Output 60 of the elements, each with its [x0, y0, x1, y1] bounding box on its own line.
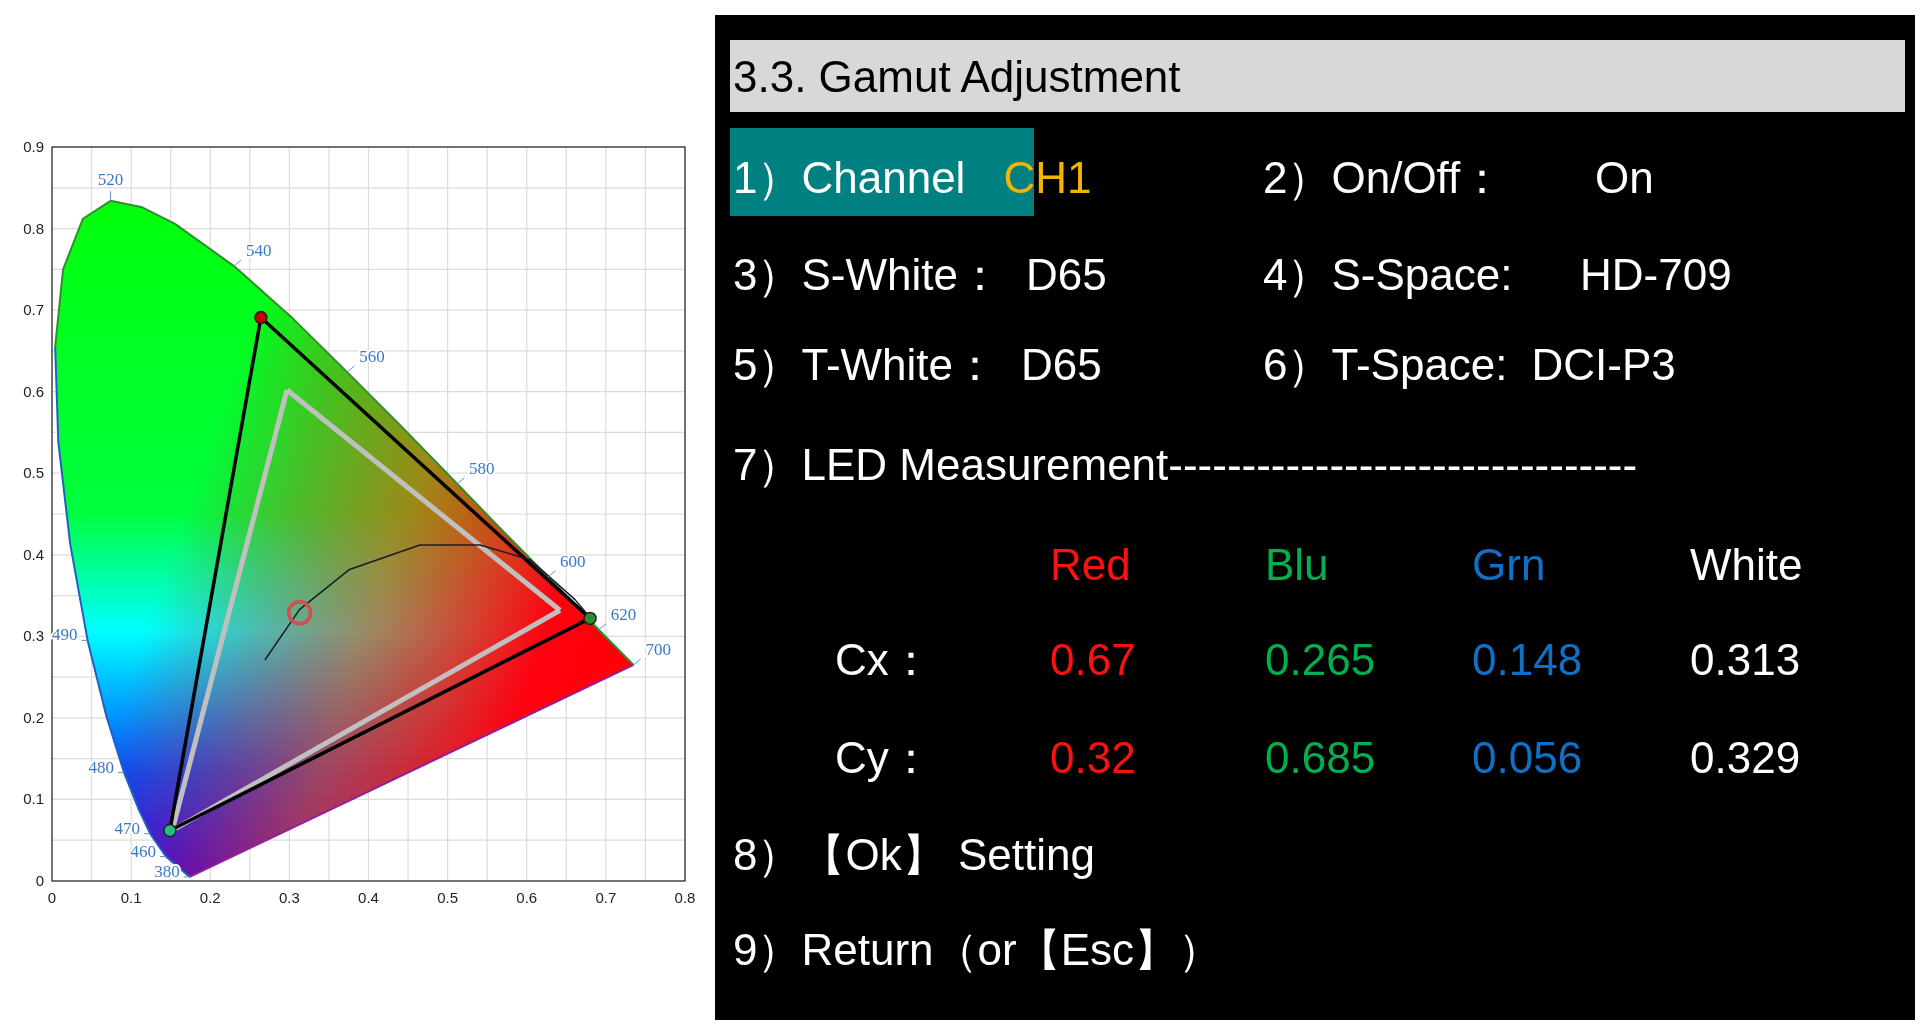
data-label: 0.67 — [1050, 635, 1136, 684]
text: 3.3. Gamut Adjustment — [733, 52, 1181, 101]
text: D65 — [1021, 340, 1102, 389]
text: DCI-P3 — [1531, 340, 1676, 389]
text: 7）LED Measurement-------------------------------- — [733, 440, 1638, 489]
category-label: White — [1690, 540, 1803, 589]
y-tick-label: 0.3 — [23, 627, 44, 645]
annotation: 700 — [645, 639, 672, 659]
y-tick-label: 0.2 — [23, 708, 44, 726]
text: 3）S-White： — [733, 250, 1002, 299]
annotation: 520 — [97, 169, 124, 189]
text: 2）On/Off： — [1263, 153, 1505, 202]
x-tick-label: 0.2 — [199, 889, 221, 906]
text: D65 — [1025, 250, 1107, 299]
text: Cy： — [835, 733, 933, 782]
category-label: Red — [1050, 540, 1131, 589]
y-tick-label: 0.1 — [23, 790, 44, 808]
x-tick-label: 0.6 — [516, 889, 538, 906]
text: 8）【Ok】 Setting — [733, 830, 1095, 879]
y-tick-label: 0.8 — [23, 219, 44, 237]
annotation: 460 — [130, 841, 156, 861]
annotation: 380 — [154, 861, 180, 881]
text: 4）S-Space: — [1263, 250, 1513, 299]
annotation: 470 — [114, 818, 141, 838]
text: 1）Channel — [733, 153, 966, 202]
annotation: 620 — [610, 604, 637, 624]
text: 6）T-Space: — [1263, 340, 1508, 389]
y-tick-label: 0.4 — [23, 545, 44, 563]
annotation: 480 — [88, 757, 114, 777]
x-tick-label: 0 — [47, 889, 57, 906]
data-label: 0.265 — [1265, 635, 1376, 684]
annotation: 580 — [469, 458, 495, 478]
text: Cx： — [835, 635, 933, 684]
annotation: 540 — [245, 241, 272, 261]
data-label: 0.056 — [1472, 733, 1583, 782]
x-tick-label: 0.7 — [595, 889, 617, 906]
text: 5）T-White： — [733, 340, 998, 389]
x-tick-label: 0.8 — [674, 889, 696, 906]
y-tick-label: 0 — [35, 872, 44, 889]
y-tick-label: 0.5 — [23, 464, 44, 482]
x-tick-label: 0.5 — [437, 889, 459, 906]
category-label: Grn — [1472, 540, 1546, 589]
data-label: 0.313 — [1690, 635, 1801, 684]
text: HD-709 — [1580, 250, 1732, 299]
data-label: 0.685 — [1265, 733, 1376, 782]
data-label: 0.329 — [1690, 733, 1801, 782]
y-tick-label: 0.6 — [23, 382, 44, 400]
data-label: 0.32 — [1050, 733, 1136, 782]
y-tick-label: 0.9 — [23, 138, 44, 155]
x-tick-label: 0.3 — [278, 889, 300, 906]
text: 9）Return（or【Esc】） — [733, 925, 1223, 974]
annotation: 560 — [359, 347, 385, 367]
annotation: 600 — [560, 551, 586, 571]
x-tick-label: 0.1 — [120, 889, 142, 906]
category-label: Blu — [1265, 540, 1329, 589]
text: On — [1595, 153, 1654, 202]
data-label: 0.148 — [1472, 635, 1583, 684]
x-tick-label: 0.4 — [358, 889, 379, 906]
text: CH1 — [1003, 153, 1092, 202]
y-tick-label: 0.7 — [23, 301, 44, 319]
